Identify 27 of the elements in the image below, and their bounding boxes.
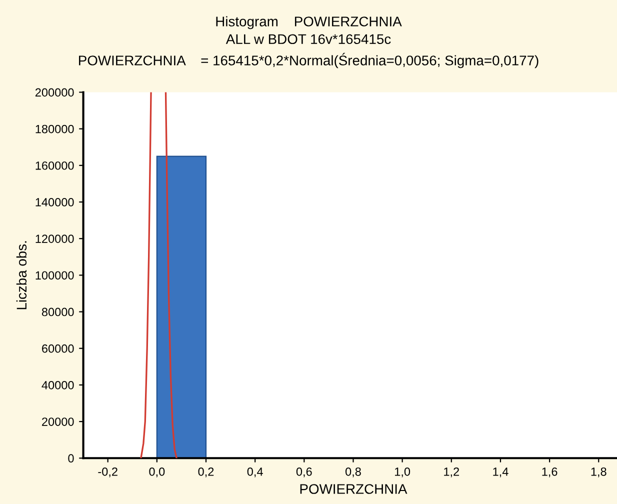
x-tick-label: 0,4 xyxy=(247,467,263,478)
y-tick-label: 20000 xyxy=(42,418,74,426)
y-tick-label: 200000 xyxy=(35,88,74,97)
x-tick-label: 0,8 xyxy=(345,467,361,478)
x-tick-label: 1,8 xyxy=(591,467,606,478)
y-tick-label: 100000 xyxy=(36,271,74,280)
chart-subtitle: ALL w BDOT 16v*165415c xyxy=(226,34,391,44)
y-tick-label: 160000 xyxy=(36,161,74,170)
y-tick-label: 40000 xyxy=(42,380,74,390)
y-tick-label: 0 xyxy=(68,454,74,463)
x-axis-title: POWIERZCHNIA xyxy=(300,484,408,494)
x-tick-label: 0,2 xyxy=(198,467,214,478)
y-tick-label: 80000 xyxy=(42,308,74,316)
y-axis-title: Liczba obs. xyxy=(16,241,27,310)
x-tick-label: 1,2 xyxy=(444,467,460,478)
x-tick-label: 1,4 xyxy=(493,468,508,478)
chart-title: Histogram POWIERZCHNIA xyxy=(216,16,402,30)
text: POWIERZCHNIA = 165415*0,2*Normal(Średnia=0,0056; Sigma=0,0177) xyxy=(79,52,538,68)
x-tick-label: 0,6 xyxy=(296,467,312,478)
y-tick-label: 120000 xyxy=(36,234,74,243)
y-tick-label: 60000 xyxy=(42,344,74,353)
x-tick-label: 1,0 xyxy=(395,467,410,478)
y-tick-label: 180000 xyxy=(36,124,74,134)
y-tick-label: 140000 xyxy=(36,198,74,206)
x-tick-label: 1,6 xyxy=(542,467,558,478)
x-tick-label: -0,2 xyxy=(98,467,118,478)
x-tick-label: 0,0 xyxy=(149,467,165,478)
